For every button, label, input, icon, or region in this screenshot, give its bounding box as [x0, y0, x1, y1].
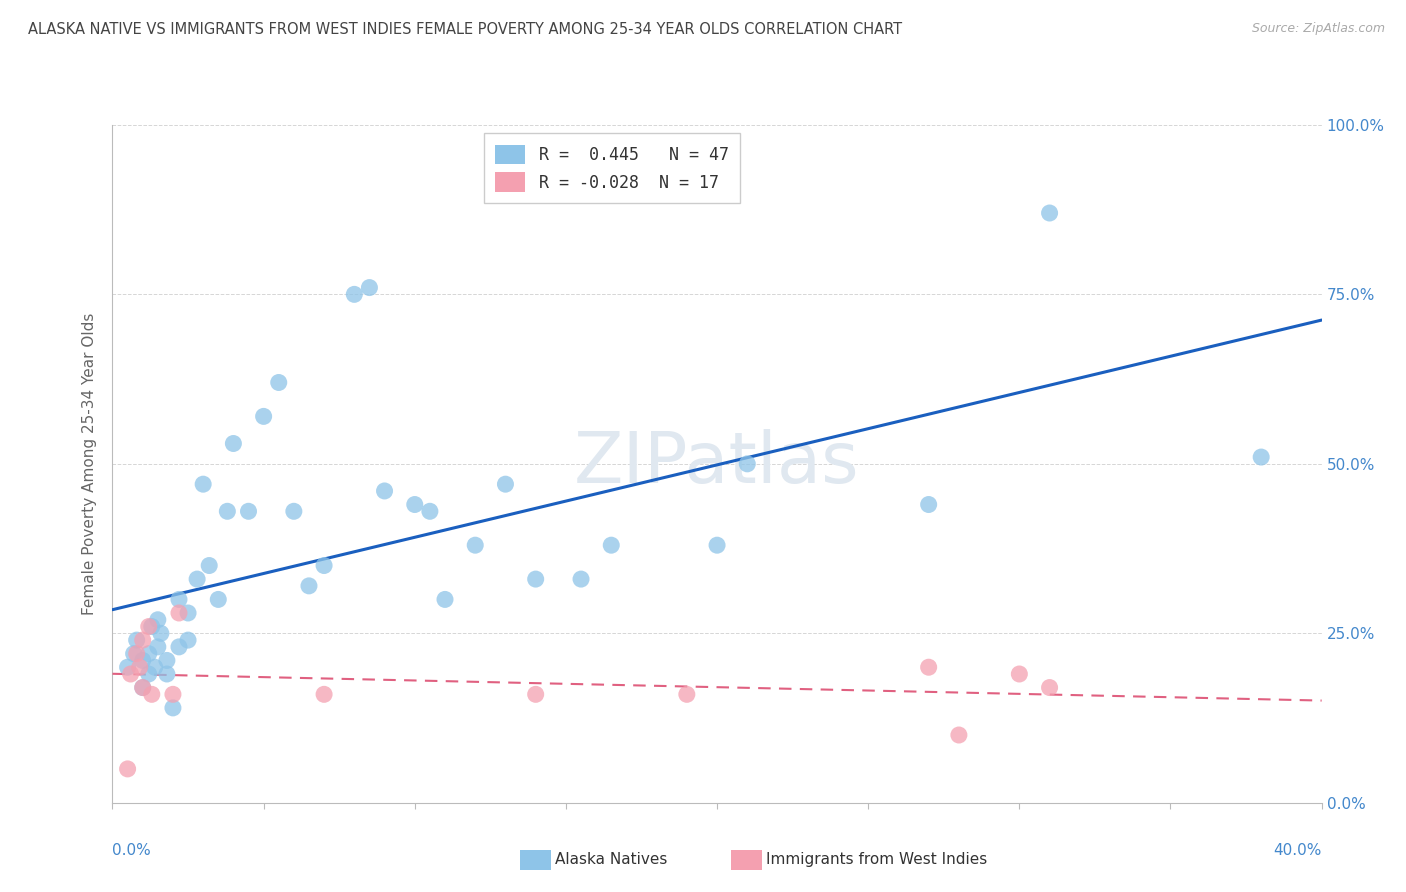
Point [918, 498, 941, 512]
Text: Source: ZipAtlas.com: Source: ZipAtlas.com [1251, 22, 1385, 36]
Point [167, 606, 190, 620]
Point [404, 498, 426, 512]
Point [138, 647, 160, 661]
Point [524, 687, 547, 701]
Point [298, 579, 321, 593]
Point [918, 660, 941, 674]
Point [600, 538, 623, 552]
Point [186, 572, 208, 586]
Point [125, 633, 148, 648]
Point [419, 504, 441, 518]
Point [569, 572, 592, 586]
Point [706, 538, 728, 552]
Point [433, 592, 456, 607]
Text: ALASKA NATIVE VS IMMIGRANTS FROM WEST INDIES FEMALE POVERTY AMONG 25-34 YEAR OLD: ALASKA NATIVE VS IMMIGRANTS FROM WEST IN… [28, 22, 903, 37]
Point [128, 660, 150, 674]
Y-axis label: Female Poverty Among 25-34 Year Olds: Female Poverty Among 25-34 Year Olds [82, 313, 97, 615]
Point [343, 287, 366, 301]
Point [524, 572, 547, 586]
Point [267, 376, 290, 390]
Point [207, 592, 229, 607]
Point [253, 409, 276, 424]
Point [177, 606, 200, 620]
Point [141, 619, 163, 633]
Point [132, 681, 155, 695]
Point [167, 592, 190, 607]
Text: 0.0%: 0.0% [112, 844, 152, 858]
Point [125, 647, 148, 661]
Point [117, 762, 139, 776]
Point [359, 280, 381, 294]
Point [132, 633, 155, 648]
Point [222, 436, 245, 450]
Point [162, 701, 184, 715]
Point [141, 687, 163, 701]
Point [314, 687, 336, 701]
Point [1008, 667, 1031, 681]
Point [138, 619, 160, 633]
Point [675, 687, 697, 701]
Point [1038, 206, 1062, 220]
Point [217, 504, 239, 518]
Point [464, 538, 486, 552]
Point [138, 667, 160, 681]
Text: 40.0%: 40.0% [1274, 844, 1322, 858]
Point [198, 558, 221, 573]
Point [374, 483, 396, 498]
Point [737, 457, 759, 471]
Text: Alaska Natives: Alaska Natives [555, 853, 668, 867]
Point [495, 477, 517, 491]
Point [156, 653, 179, 667]
Point [238, 504, 260, 518]
Point [283, 504, 305, 518]
Legend: R =  0.445   N = 47, R = -0.028  N = 17: R = 0.445 N = 47, R = -0.028 N = 17 [484, 133, 740, 203]
Point [132, 681, 155, 695]
Point [156, 667, 179, 681]
Point [143, 660, 166, 674]
Point [120, 667, 142, 681]
Text: ZIPatlas: ZIPatlas [574, 429, 860, 499]
Point [146, 640, 169, 654]
Point [314, 558, 336, 573]
Text: Immigrants from West Indies: Immigrants from West Indies [766, 853, 987, 867]
Point [149, 626, 172, 640]
Point [132, 653, 155, 667]
Point [162, 687, 184, 701]
Point [177, 633, 200, 648]
Point [191, 477, 214, 491]
Point [122, 647, 145, 661]
Point [117, 660, 139, 674]
Point [948, 728, 970, 742]
Point [146, 613, 169, 627]
Point [167, 640, 190, 654]
Point [1250, 450, 1272, 464]
Point [1038, 681, 1062, 695]
